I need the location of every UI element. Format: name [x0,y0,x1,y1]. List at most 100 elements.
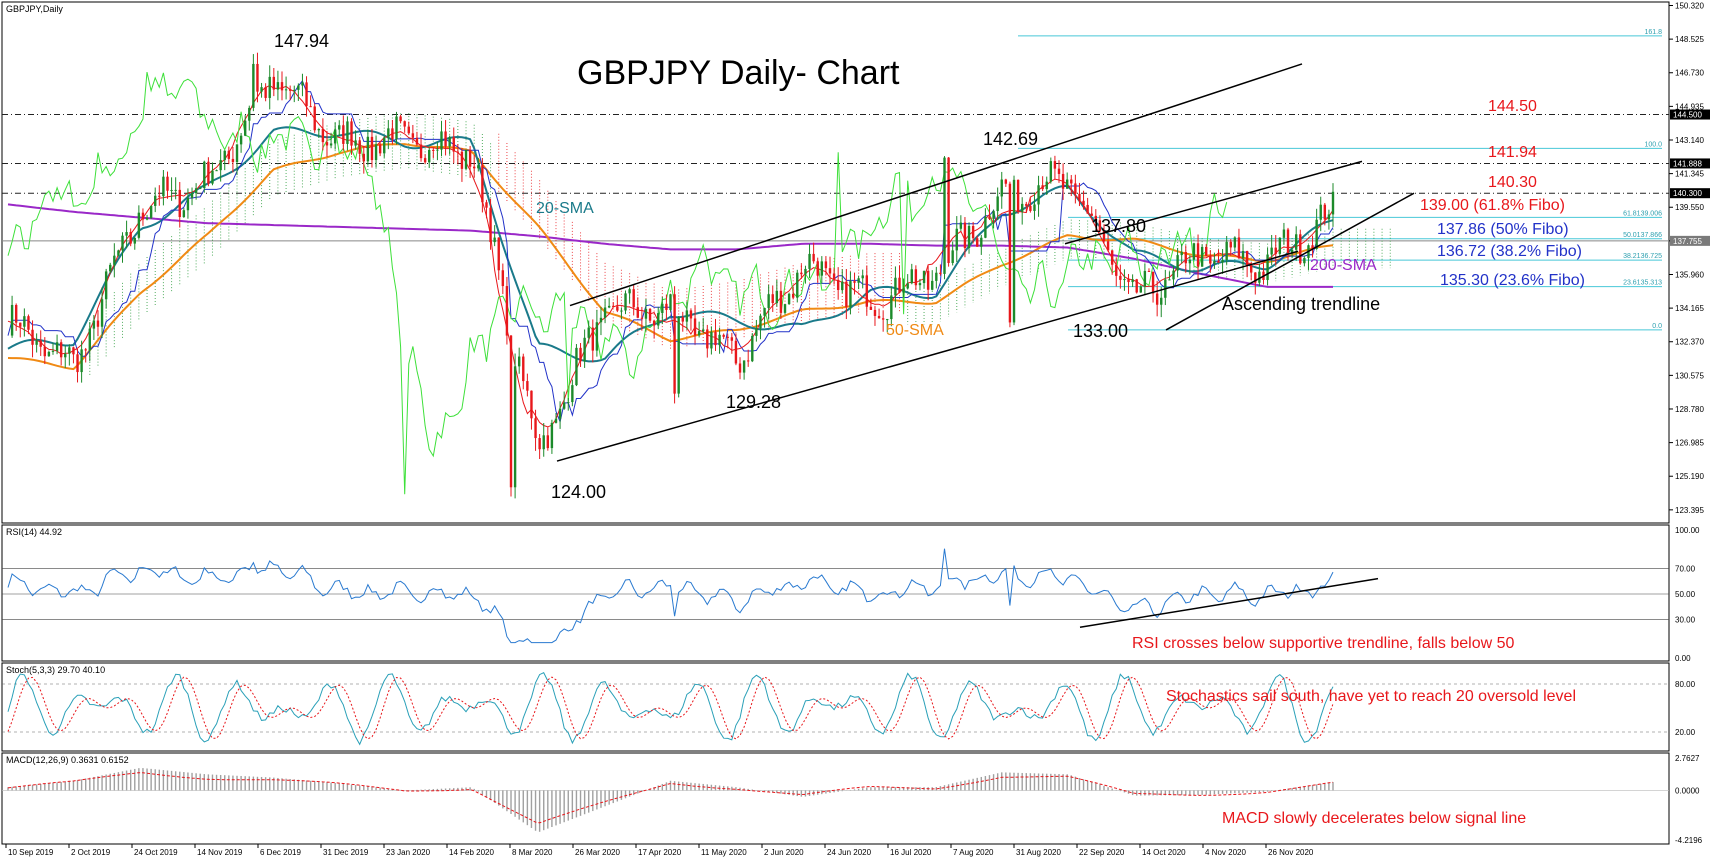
candle-body [607,305,611,308]
candle-body [542,435,545,450]
macd-tick-label: 0.0000 [1675,786,1700,795]
price-box [1670,158,1710,169]
candle-body [738,363,742,373]
candle-body [227,150,231,159]
fib-label: 161.8 [1644,29,1662,36]
candle-body [182,210,186,218]
candle-body [92,320,96,329]
date-label: 14 Nov 2019 [197,848,243,857]
candle-body [158,195,161,197]
candle-body [1327,214,1331,220]
candle-body [783,304,787,313]
candle-body [1143,270,1147,287]
candle-body [342,125,345,144]
candle-body [235,144,239,162]
candle-body [96,320,100,327]
candle-body [648,308,652,321]
candle-body [149,205,153,218]
candle-body [718,334,721,346]
price-tick-label: 125.190 [1675,472,1704,481]
candle-body [857,278,860,283]
price-tick-label: 148.525 [1675,35,1704,44]
candle-body [145,217,149,220]
date-label: 31 Aug 2020 [1016,848,1061,857]
candle-body [1020,203,1024,212]
candle-body [546,435,550,449]
candle-body [481,165,484,203]
candle-body [1049,161,1053,182]
macd-signal-line [7,772,1334,824]
candle-body [1053,161,1057,169]
candle-body [407,126,410,134]
candle-body [918,283,922,286]
candle-body [485,202,488,208]
candle-body [943,157,946,274]
candle-body [1070,179,1073,184]
candle-body [166,176,169,191]
candle-body [68,347,71,354]
candle-body [1217,260,1220,263]
label-137-80: 137.80 [1091,216,1146,236]
candle-body [293,89,296,91]
candle-body [800,272,803,275]
candle-body [906,283,909,289]
candle-body [550,422,554,449]
candle-body [1233,237,1237,248]
price-box-label: 140.300 [1673,189,1702,198]
tenkan-line [7,84,1334,428]
candle-body [767,294,770,308]
date-label: 14 Feb 2020 [449,848,494,857]
sma50-line [7,143,1334,371]
candle-body [624,293,627,311]
stoch-note: Stochastics sail south, have yet to reac… [1166,688,1576,705]
candle-body [967,225,971,249]
candle-body [325,142,329,146]
fib-label: 23.6135.313 [1623,280,1662,287]
candle-body [787,293,791,305]
candle-body [117,250,120,256]
price-tick-label: 135.960 [1675,270,1704,279]
price-tick-label: 130.575 [1675,371,1704,380]
candle-body [693,318,697,336]
candle-body [243,120,247,136]
candle-body [403,121,406,127]
candle-body [141,212,145,220]
candle-body [39,340,42,347]
candle-body [264,87,267,98]
date-label: 2 Jun 2020 [764,848,804,857]
candle-body [1266,254,1269,280]
main-panel-frame [1,1,1670,524]
candle-body [902,288,905,293]
fib-label: 0.0 [1652,323,1662,330]
candle-body [1180,251,1183,256]
candle-body [109,264,112,272]
candle-body [517,356,521,367]
candle-body [252,63,255,108]
label-50-sma: 50-SMA [886,322,944,339]
candle-body [174,189,177,191]
macd-note: MACD slowly decelerates below signal lin… [1222,810,1526,827]
chikou-line [7,71,1228,495]
label-200-sma: 200-SMA [1310,257,1377,274]
candle-body [1155,293,1159,305]
candle-body [133,237,136,244]
candle-body [170,189,173,191]
candle-body [354,140,357,146]
candle-body [808,253,811,269]
candle-body [256,63,259,92]
candle-body [215,170,218,172]
candle-body [1094,215,1098,221]
rsi-tick-label: 0.00 [1675,654,1691,663]
candle-body [755,328,758,336]
axes: 150.320 148.525 146.730 144.935 143.140 141.3… [5,1,1710,857]
candle-body [1196,243,1200,267]
candle-body [284,89,288,91]
indicator-lines [7,71,1334,495]
candle-body [1172,270,1175,280]
candle-body [726,336,729,338]
candle-body [1209,255,1212,264]
candle-body [346,121,349,144]
candle-body [338,125,341,130]
candle-body [558,408,562,419]
